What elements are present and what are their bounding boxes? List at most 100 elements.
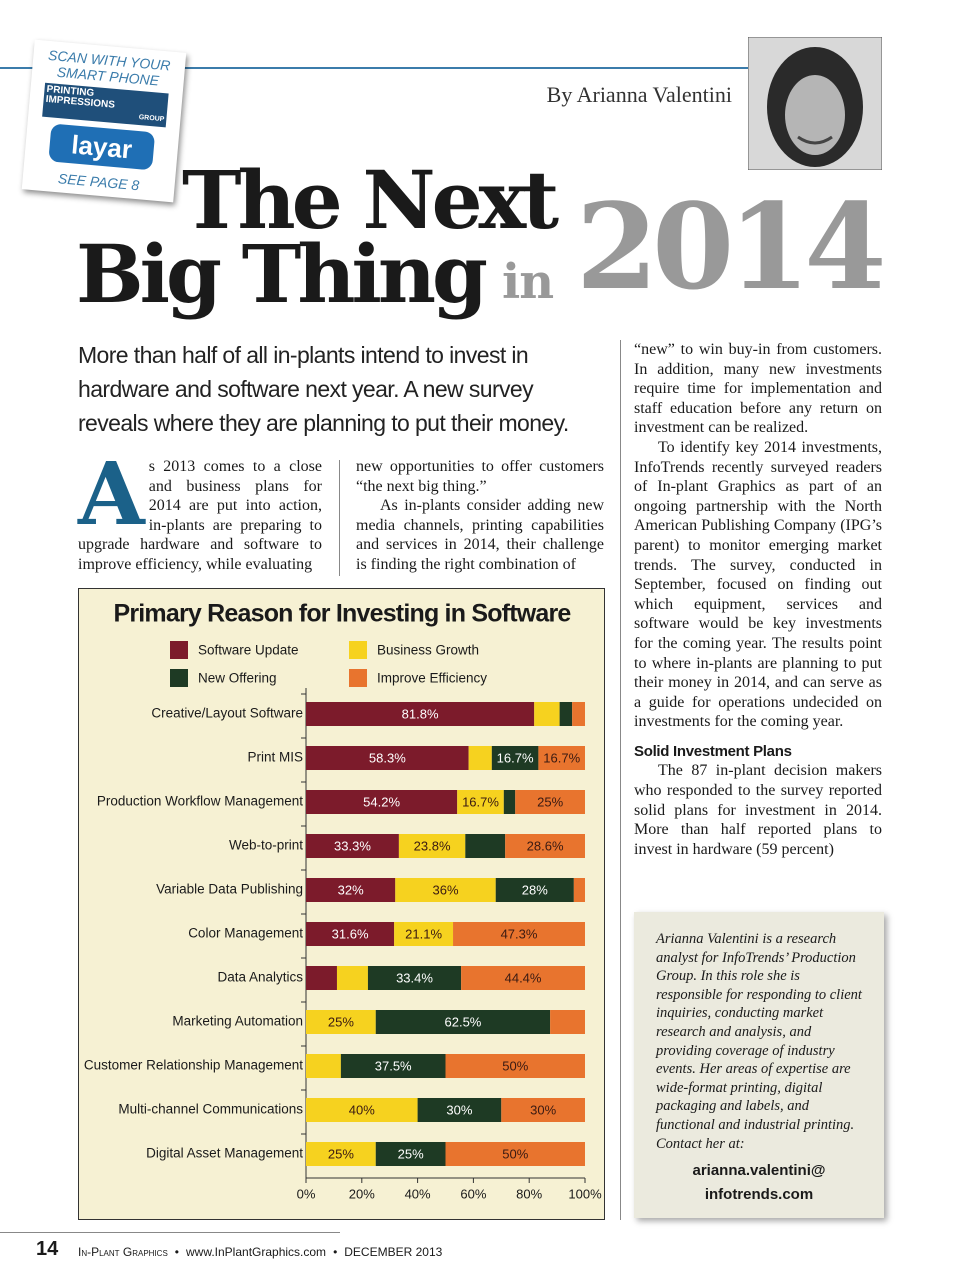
y-tick-label: Customer Relationship Management [84, 1058, 303, 1073]
divider [620, 340, 621, 1220]
y-tick-label: Print MIS [247, 750, 303, 765]
footer-item: • [333, 1245, 338, 1259]
x-tick-label: 100% [568, 1186, 602, 1201]
data-label: 50% [502, 1146, 528, 1161]
y-tick-label: Marketing Automation [172, 1014, 303, 1029]
data-label: 32% [338, 882, 364, 897]
chart-frame [78, 588, 605, 1220]
legend-label: New Offering [198, 671, 277, 686]
bar-segment [306, 966, 337, 990]
body-text: To identify key 2014 investments, InfoTr… [634, 438, 882, 731]
footer-item: In-Plant Graphics [78, 1245, 168, 1259]
y-tick-label: Creative/Layout Software [151, 706, 303, 721]
bar-segment [445, 1142, 585, 1166]
footer-rule [0, 1232, 340, 1233]
bar-segment [461, 966, 585, 990]
data-label: 16.7% [462, 794, 499, 809]
badge-text: SEE PAGE 8 [57, 170, 140, 194]
data-label: 58.3% [369, 750, 406, 765]
bar-segment [306, 702, 535, 726]
y-tick-label: Color Management [188, 926, 303, 941]
bar-segment [340, 1054, 446, 1078]
body-text: new opportunities to offer customers “th… [356, 458, 604, 495]
data-label: 40% [349, 1102, 375, 1117]
bar-segment [503, 790, 516, 814]
data-label: 16.7% [543, 750, 580, 765]
x-tick-label: 60% [460, 1186, 486, 1201]
bar-segment [306, 1098, 418, 1122]
layar-logo: layar [48, 123, 156, 171]
data-label: 33.4% [396, 970, 433, 985]
legend-swatch [349, 641, 367, 659]
bar-segment [306, 1010, 376, 1034]
logo: PRINTING IMPRESSIONS GROUP [42, 82, 169, 128]
x-tick-label: 0% [297, 1186, 316, 1201]
bar-segment [453, 922, 585, 946]
data-label: 50% [502, 1058, 528, 1073]
divider [339, 460, 340, 576]
top-rule [0, 67, 748, 69]
bar-segment [367, 966, 462, 990]
headline-in: in [502, 254, 554, 310]
data-label: 44.4% [505, 970, 542, 985]
layar-badge: SCAN WITH YOUR SMART PHONE PRINTING IMPR… [21, 39, 187, 203]
bar-segment [457, 790, 504, 814]
bar-segment [534, 702, 560, 726]
footer: In-Plant Graphics • www.InPlantGraphics.co… [78, 1245, 449, 1259]
bar-segment [306, 1142, 376, 1166]
legend-label: Business Growth [377, 643, 479, 658]
bar-segment [465, 834, 506, 858]
column: new opportunities to offer customers “th… [356, 457, 604, 575]
chart-title: Primary Reason for Investing in Software [113, 600, 571, 628]
data-label: 21.1% [405, 926, 442, 941]
data-label: 28% [522, 882, 548, 897]
column: “new” to win buy-in from customers. In a… [634, 340, 882, 859]
bar-segment [550, 1010, 585, 1034]
data-label: 30% [446, 1102, 472, 1117]
email-line: infotrends.com [704, 1186, 814, 1204]
bio-box: Arianna Valentini is a research analyst … [634, 912, 884, 1218]
y-tick-label: Digital Asset Management [146, 1146, 303, 1161]
y-tick-label: Data Analytics [217, 970, 303, 985]
data-label: 36% [432, 882, 458, 897]
deck: More than half of all in-plants intend t… [78, 342, 569, 436]
bar-segment [306, 922, 395, 946]
bar-segment [417, 1098, 502, 1122]
bar-segment [501, 1098, 585, 1122]
bar-segment [573, 878, 585, 902]
bar-segment [445, 1054, 585, 1078]
body-text: “new” to win buy-in from customers. In a… [634, 341, 882, 437]
x-tick-label: 40% [405, 1186, 431, 1201]
data-label: 16.7% [497, 750, 534, 765]
bar-segment [306, 746, 469, 770]
bar-segment [306, 790, 458, 814]
data-label: 23.8% [414, 838, 451, 853]
x-tick-label: 20% [349, 1186, 375, 1201]
bio-text: Arianna Valentini is a research analyst … [656, 931, 862, 1152]
bar-segment [395, 878, 496, 902]
bar-segment [515, 790, 585, 814]
byline: By Arianna Valentini [546, 82, 732, 107]
body-text: As in-plants consider adding new media c… [356, 497, 604, 573]
bar-segment [468, 746, 492, 770]
y-tick-label: Multi-channel Communications [118, 1102, 303, 1117]
data-label: 25% [328, 1014, 354, 1029]
bar-segment [495, 878, 574, 902]
legend-swatch [170, 641, 188, 659]
footer-item: DECEMBER 2013 [344, 1245, 443, 1259]
data-label: 54.2% [363, 794, 400, 809]
footer-item: • [174, 1245, 179, 1259]
bar-segment [336, 966, 368, 990]
bar-segment [505, 834, 585, 858]
legend-swatch [170, 669, 188, 687]
drop-cap: A [78, 444, 145, 545]
data-label: 62.5% [445, 1014, 482, 1029]
bar-segment [572, 702, 585, 726]
bar-segment [306, 1054, 341, 1078]
author-photo [748, 37, 882, 170]
data-label: 25% [537, 794, 563, 809]
headline: Big Thing [76, 227, 488, 321]
bar-segment [375, 1010, 551, 1034]
bar-segment [306, 878, 396, 902]
